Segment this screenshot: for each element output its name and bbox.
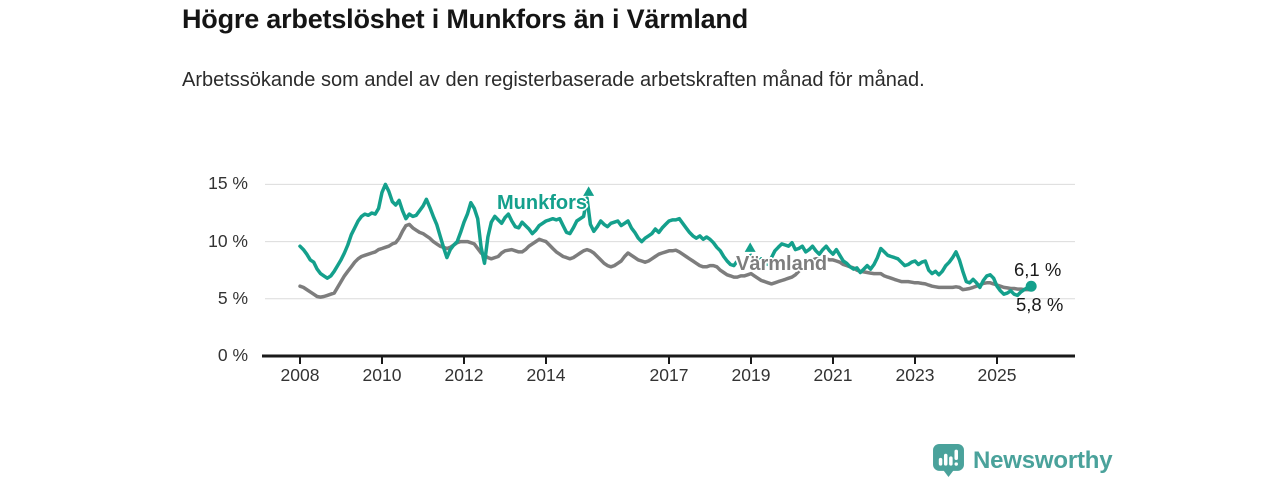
x-tick-label: 2021	[813, 365, 853, 385]
newsworthy-logo-link[interactable]: Newsworthy	[933, 444, 1113, 477]
series-label-varmland: Värmland	[736, 253, 828, 275]
newsworthy-logo-icon	[933, 444, 964, 477]
y-tick-label: 10 %	[208, 230, 248, 251]
x-tick-label: 2008	[280, 365, 320, 385]
x-tick-label: 2017	[649, 365, 689, 385]
end-value-label-munkfors: 6,1 %	[1014, 259, 1062, 280]
page-title: Högre arbetslöshet i Munkfors än i Värml…	[182, 4, 749, 34]
x-tick-label: 2014	[526, 365, 566, 385]
x-tick-label: 2010	[362, 365, 402, 385]
x-tick-label: 2023	[895, 365, 935, 385]
newsworthy-logo-text: Newsworthy	[973, 446, 1113, 474]
y-tick-label: 5 %	[217, 287, 248, 308]
logo-bubble-shape	[933, 444, 964, 477]
y-tick-label: 15 %	[208, 173, 248, 194]
logo-bars-glyph	[938, 449, 958, 466]
x-tick-label: 2019	[731, 365, 771, 385]
end-value-label-varmland: 5,8 %	[1016, 294, 1064, 315]
x-tick-label: 2025	[977, 365, 1017, 385]
x-tick-label: 2012	[444, 365, 484, 385]
chart-subtitle: Arbetssökande som andel av den registerb…	[182, 69, 925, 91]
series-label-munkfors: Munkfors	[497, 192, 587, 214]
y-tick-label: 0 %	[217, 345, 248, 365]
